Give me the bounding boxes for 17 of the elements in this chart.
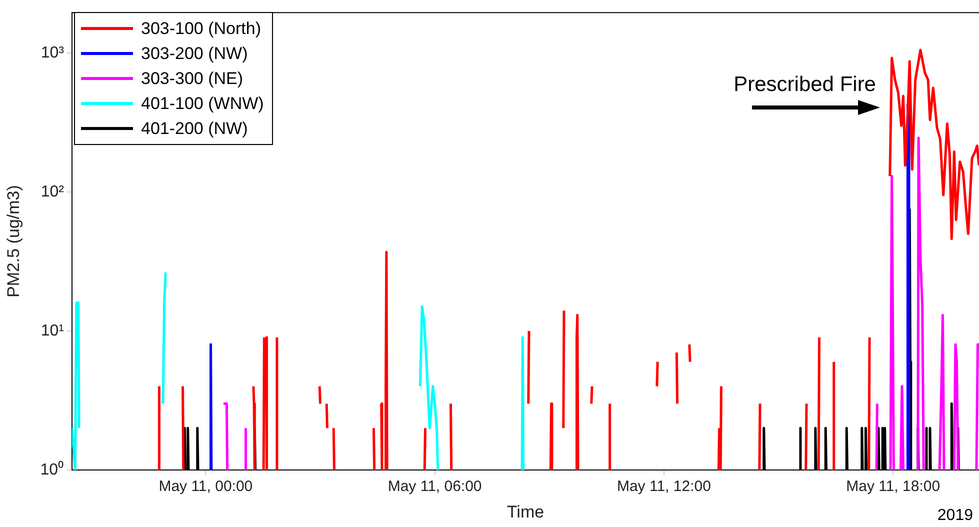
y-tick-label: 10⁰	[40, 460, 64, 478]
y-tick-label: 10³	[40, 44, 65, 62]
x-tick-label: May 11, 12:00	[616, 478, 711, 496]
annotation: Prescribed Fire	[734, 72, 876, 98]
text: 2019	[937, 507, 973, 525]
x-tick-label: May 11, 00:00	[158, 478, 253, 496]
x-axis-title: Time	[506, 502, 544, 522]
x-tick-label: May 11, 06:00	[388, 478, 482, 496]
legend-label: 303-300 (NE)	[141, 68, 244, 90]
y-axis-title: PM2.5 (ug/m3)	[4, 185, 23, 298]
y-tick-label: 10¹	[40, 322, 64, 340]
legend-label: 401-200 (NW)	[141, 118, 248, 140]
x-tick-label: May 11, 18:00	[846, 478, 940, 496]
legend-label: 401-100 (WNW)	[141, 93, 264, 115]
legend-label: 303-100 (North)	[141, 18, 262, 40]
legend-label: 303-200 (NW)	[141, 43, 248, 65]
y-tick-label: 10²	[40, 183, 65, 200]
